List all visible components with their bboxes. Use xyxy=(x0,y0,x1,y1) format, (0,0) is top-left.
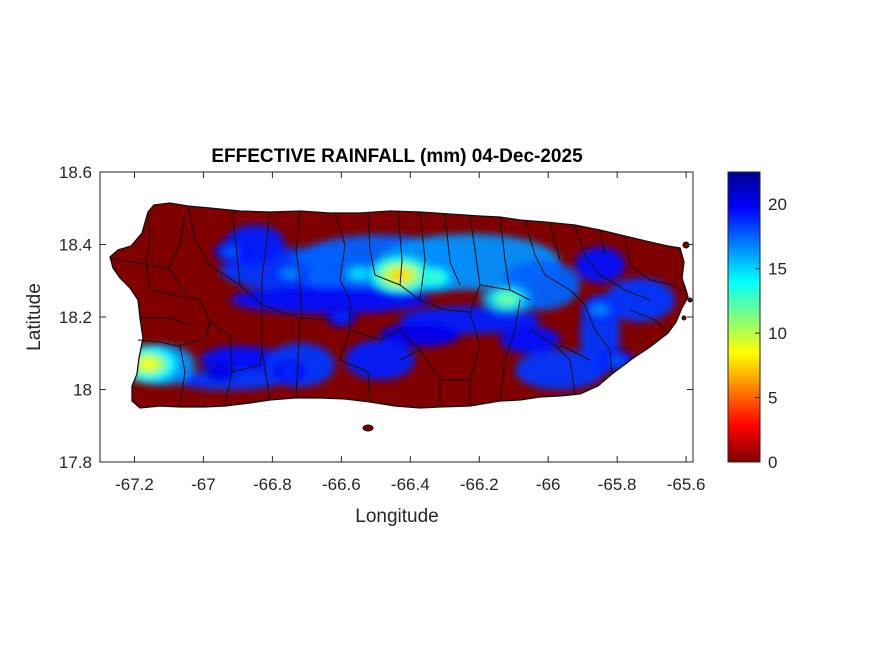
y-tick-label: 18 xyxy=(73,381,92,400)
rainfall-region xyxy=(515,350,605,390)
municipality-boundary xyxy=(295,317,301,399)
rainfall-hotspot xyxy=(581,298,619,322)
municipality-boundary xyxy=(624,235,651,281)
municipality-boundary xyxy=(140,317,191,326)
municipality-boundary xyxy=(187,205,241,286)
municipality-boundary xyxy=(629,309,669,334)
municipality-boundary xyxy=(499,299,521,402)
colorbar-ticks: 0 5 10 15 20 xyxy=(755,195,787,472)
municipality-boundary xyxy=(334,212,346,281)
islet xyxy=(362,424,374,432)
municipality-boundary xyxy=(529,329,576,395)
municipality-boundary xyxy=(469,311,481,406)
islet xyxy=(687,297,693,303)
map-plot-area: -67.2 -67 -66.8 -66.6 -66.4 -66.2 -66 -65.8 -65.… xyxy=(59,163,706,494)
municipality-boundary xyxy=(599,274,651,301)
municipality-boundary xyxy=(295,211,303,319)
municipality-boundary xyxy=(109,257,186,293)
rainfall-hotspot xyxy=(206,362,235,381)
municipality-boundary xyxy=(444,213,461,286)
y-tick-label: 18.4 xyxy=(59,236,92,255)
x-tick-label: -66.2 xyxy=(460,475,499,494)
municipality-boundaries xyxy=(109,205,685,407)
municipality-boundary xyxy=(584,304,613,375)
rainfall-region xyxy=(500,326,560,354)
x-tick-label: -66.8 xyxy=(253,475,292,494)
municipality-boundary xyxy=(399,329,441,407)
municipality-boundary xyxy=(367,213,376,276)
rainfall-hotspot xyxy=(214,241,248,263)
municipality-boundary xyxy=(179,345,186,407)
rainfall-hotspot xyxy=(271,262,308,285)
colorbar-tick-label: 15 xyxy=(768,260,787,279)
municipality-boundary xyxy=(149,289,211,341)
x-axis-label: Longitude xyxy=(355,506,438,527)
y-tick-label: 18.6 xyxy=(59,163,92,182)
municipality-boundary xyxy=(574,225,601,276)
colorbar-tick-label: 0 xyxy=(768,453,777,472)
municipality-boundary xyxy=(231,211,263,306)
colorbar-tick-label: 20 xyxy=(768,195,787,214)
rainfall-region xyxy=(380,323,460,347)
municipality-boundary xyxy=(559,344,591,361)
municipality-boundary xyxy=(339,279,351,361)
y-axis-label: Latitude xyxy=(24,283,45,351)
islet xyxy=(681,315,687,321)
y-axis: 17.8 18 18.2 18.4 18.6 xyxy=(59,163,693,472)
coastline xyxy=(109,202,689,409)
municipality-boundary xyxy=(544,274,586,306)
x-axis: -67.2 -67 -66.8 -66.6 -66.4 -66.2 -66 -65.8 -65.… xyxy=(115,172,705,494)
colorbar-gradient xyxy=(727,171,761,463)
rainfall-hotspot xyxy=(274,361,305,381)
municipality-boundary xyxy=(397,211,403,286)
municipality-boundary xyxy=(231,349,263,373)
colorbar: 0 5 10 15 20 xyxy=(727,171,787,472)
municipality-boundary xyxy=(349,329,401,341)
rainfall-hotspot xyxy=(368,255,432,295)
rainfall-region xyxy=(575,247,625,283)
colorbar-tick-label: 10 xyxy=(768,324,787,343)
municipality-boundary xyxy=(499,216,511,291)
rainfall-hotspots xyxy=(118,241,634,383)
municipality-boundary xyxy=(469,215,481,313)
colorbar-tick-label: 5 xyxy=(768,389,777,408)
rainfall-hotspot xyxy=(337,260,380,287)
municipality-boundary xyxy=(599,229,606,256)
municipality-boundary xyxy=(339,359,371,403)
municipality-boundary xyxy=(209,321,233,407)
x-tick-label: -67 xyxy=(191,475,216,494)
rainfall-region xyxy=(345,340,415,380)
municipality-boundary xyxy=(479,284,531,301)
municipality-boundary xyxy=(524,220,546,276)
municipality-boundary xyxy=(649,279,685,293)
x-tick-label: -66.4 xyxy=(391,475,430,494)
municipality-boundary xyxy=(549,223,561,261)
rainfall-hotspot xyxy=(325,307,357,327)
y-tick-label: 18.2 xyxy=(59,308,92,327)
chart-title: EFFECTIVE RAINFALL (mm) 04-Dec-2025 xyxy=(211,146,583,167)
municipality-boundary xyxy=(261,211,271,401)
municipality-boundary xyxy=(137,339,201,347)
municipality-boundary xyxy=(399,349,421,361)
rainfall-region xyxy=(230,286,430,314)
x-tick-label: -65.6 xyxy=(667,475,706,494)
municipality-boundary xyxy=(145,211,151,289)
municipality-boundary xyxy=(167,214,186,271)
offshore-islets xyxy=(362,241,693,432)
x-tick-label: -67.2 xyxy=(115,475,154,494)
x-tick-label: -66.6 xyxy=(322,475,361,494)
x-tick-label: -66 xyxy=(536,475,561,494)
municipality-boundary xyxy=(419,211,426,301)
rainfall-hotspot xyxy=(481,282,533,315)
x-tick-label: -65.8 xyxy=(598,475,637,494)
municipality-boundary xyxy=(419,299,471,313)
y-tick-label: 17.8 xyxy=(59,453,92,472)
